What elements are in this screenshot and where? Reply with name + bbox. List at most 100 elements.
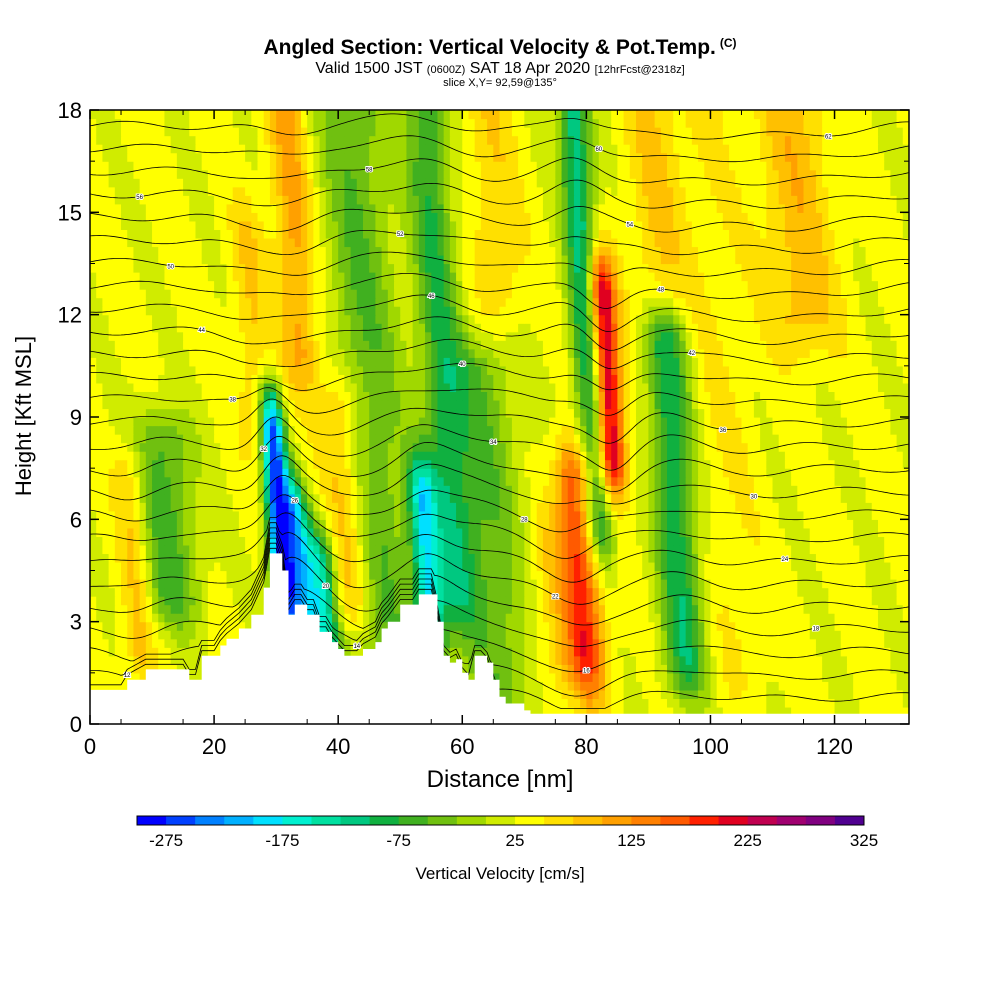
velocity-cell — [654, 502, 662, 512]
velocity-cell — [716, 561, 724, 572]
velocity-cell — [350, 647, 358, 657]
velocity-cell — [183, 655, 190, 665]
velocity-cell — [189, 459, 197, 469]
velocity-cell — [710, 698, 718, 708]
velocity-cell — [468, 613, 476, 623]
velocity-cell — [778, 647, 786, 657]
velocity-cell — [226, 604, 234, 614]
velocity-cell — [114, 681, 122, 691]
velocity-cell — [871, 681, 879, 691]
velocity-cell — [791, 664, 798, 674]
velocity-cell — [871, 510, 879, 520]
velocity-cell — [840, 468, 848, 478]
velocity-cell — [871, 442, 879, 452]
velocity-cell — [636, 672, 643, 682]
velocity-cell — [214, 399, 221, 410]
velocity-cell — [704, 451, 712, 461]
velocity-cell — [418, 425, 426, 435]
velocity-cell — [549, 689, 556, 700]
velocity-cell — [431, 476, 439, 486]
velocity-cell — [797, 459, 805, 469]
velocity-cell — [288, 587, 296, 597]
velocity-cell — [145, 596, 153, 606]
velocity-cell — [685, 493, 693, 503]
velocity-cell — [815, 417, 823, 427]
velocity-cell — [102, 425, 110, 435]
velocity-cell — [877, 485, 885, 495]
velocity-cell — [499, 417, 507, 427]
velocity-cell — [238, 417, 246, 427]
velocity-cell — [580, 698, 587, 708]
velocity-cell — [350, 417, 358, 427]
velocity-cell — [784, 544, 792, 555]
velocity-cell — [226, 434, 234, 444]
velocity-cell — [542, 519, 550, 529]
velocity-cell — [673, 434, 681, 444]
velocity-cell — [623, 502, 631, 512]
velocity-cell — [846, 459, 854, 469]
velocity-cell — [536, 630, 544, 640]
velocity-cell — [871, 527, 879, 537]
velocity-cell — [859, 408, 867, 418]
velocity-cell — [822, 459, 829, 469]
velocity-cell — [257, 587, 265, 597]
velocity-cell — [226, 613, 234, 623]
velocity-cell — [549, 638, 556, 648]
velocity-cell — [530, 587, 538, 597]
velocity-cell — [580, 561, 587, 572]
velocity-cell — [400, 561, 408, 572]
velocity-cell — [803, 561, 811, 572]
velocity-cell — [902, 408, 909, 418]
velocity-cell — [307, 459, 314, 469]
velocity-cell — [363, 536, 370, 546]
velocity-cell — [766, 655, 774, 665]
velocity-cell — [549, 502, 556, 512]
velocity-cell — [158, 502, 166, 512]
velocity-cell — [567, 647, 575, 657]
velocity-cell — [493, 502, 501, 512]
velocity-cell — [170, 587, 178, 597]
velocity-cell — [251, 408, 259, 418]
velocity-cell — [636, 425, 643, 435]
velocity-cell — [865, 655, 873, 665]
velocity-cell — [511, 553, 519, 563]
velocity-cell — [313, 493, 321, 503]
velocity-cell — [877, 587, 885, 597]
velocity-cell — [294, 485, 302, 495]
velocity-cell — [226, 476, 234, 486]
velocity-cell — [263, 408, 271, 418]
velocity-cell — [251, 579, 259, 589]
velocity-cell — [462, 553, 470, 563]
velocity-cell — [356, 570, 364, 580]
velocity-cell — [437, 502, 445, 512]
velocity-cell — [760, 579, 767, 589]
velocity-cell — [722, 630, 730, 640]
velocity-cell — [449, 451, 457, 461]
velocity-cell — [797, 502, 805, 512]
velocity-cell — [313, 544, 321, 555]
velocity-cell — [679, 698, 687, 708]
velocity-cell — [96, 536, 103, 546]
velocity-cell — [679, 570, 687, 580]
velocity-cell — [189, 630, 197, 640]
velocity-cell — [729, 553, 736, 563]
velocity-cell — [338, 408, 345, 418]
velocity-cell — [667, 544, 674, 555]
velocity-cell — [114, 587, 122, 597]
velocity-cell — [468, 485, 476, 495]
velocity-cell — [350, 434, 358, 444]
velocity-cell — [456, 399, 463, 410]
velocity-cell — [96, 485, 103, 495]
velocity-cell — [859, 476, 867, 486]
velocity-cell — [567, 536, 575, 546]
velocity-cell — [331, 417, 339, 427]
velocity-cell — [170, 451, 178, 461]
velocity-cell — [257, 493, 265, 503]
velocity-cell — [158, 621, 166, 631]
velocity-cell — [611, 698, 618, 708]
velocity-cell — [760, 502, 767, 512]
velocity-cell — [139, 408, 147, 418]
velocity-cell — [877, 561, 885, 572]
velocity-cell — [735, 493, 743, 503]
velocity-cell — [741, 596, 749, 606]
